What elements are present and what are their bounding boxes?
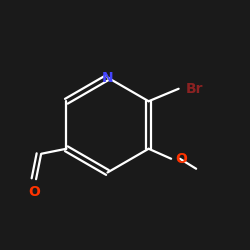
Text: O: O xyxy=(28,185,40,199)
Text: O: O xyxy=(175,152,187,166)
Text: N: N xyxy=(102,70,113,85)
Text: Br: Br xyxy=(186,82,204,96)
